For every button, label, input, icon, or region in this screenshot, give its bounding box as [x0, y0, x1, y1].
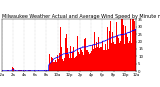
Text: Milwaukee Weather Actual and Average Wind Speed by Minute mph (Last 24 Hours): Milwaukee Weather Actual and Average Win… [2, 14, 160, 19]
